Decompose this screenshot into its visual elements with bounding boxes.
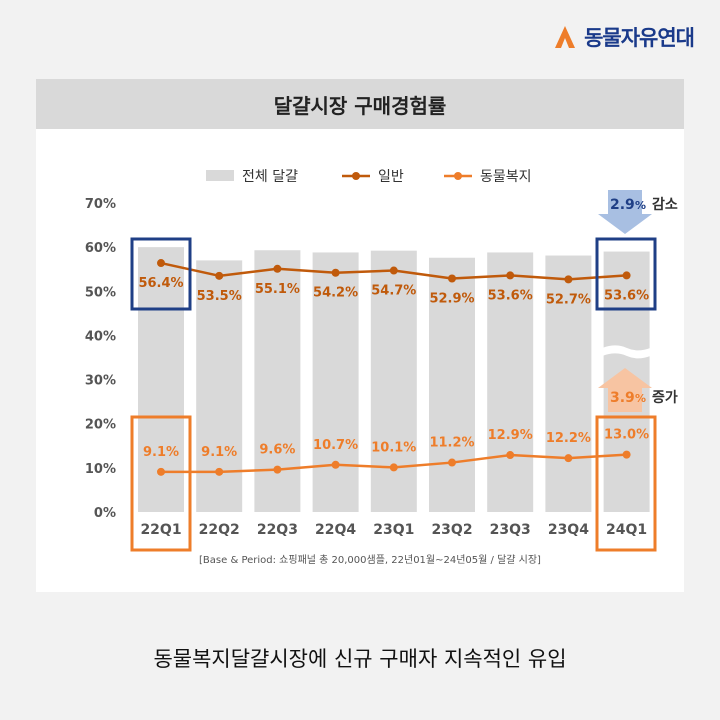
bar-total-23Q2 xyxy=(429,257,475,512)
welfare-point xyxy=(331,460,340,469)
x-tick-label-23Q3: 23Q3 xyxy=(490,522,531,538)
legend-marker-general xyxy=(352,172,360,180)
general-point xyxy=(389,266,398,275)
welfare-point xyxy=(273,465,282,474)
increase-value: 3.9 xyxy=(610,390,635,406)
y-tick-label: 60% xyxy=(85,241,116,256)
general-point xyxy=(622,271,631,280)
welfare-point xyxy=(215,467,224,476)
decrease-label: 감소 xyxy=(652,196,678,213)
y-tick-label: 70% xyxy=(85,197,116,212)
general-data-label: 54.2% xyxy=(313,286,358,301)
brand-name: 동물자유연대 xyxy=(584,26,695,50)
general-data-label: 53.5% xyxy=(197,289,242,304)
welfare-data-label: 12.9% xyxy=(488,428,533,443)
legend-label-total: 전체 달걀 xyxy=(242,169,298,185)
welfare-point xyxy=(157,467,165,476)
welfare-data-label: 13.0% xyxy=(604,428,649,443)
x-tick-label-22Q3: 22Q3 xyxy=(257,522,298,538)
legend-label-general: 일반 xyxy=(378,169,404,185)
general-point xyxy=(157,259,165,268)
welfare-data-label: 12.2% xyxy=(546,431,591,446)
bar-total-23Q4 xyxy=(545,255,592,512)
bar-total-23Q3 xyxy=(487,252,534,512)
source-note: [Base & Period: 쇼핑패널 총 20,000샘플, 22년01월~… xyxy=(199,553,541,566)
x-tick-label-23Q2: 23Q2 xyxy=(431,522,472,538)
increase-label: 증가 xyxy=(652,390,678,406)
general-point xyxy=(273,264,282,273)
chart-title: 달걀시장 구매경험률 xyxy=(36,79,684,129)
y-tick-label: 30% xyxy=(85,374,116,389)
general-point xyxy=(331,268,340,277)
general-data-label: 53.6% xyxy=(604,288,649,303)
purchase-rate-chart: 0% 10% 20% 30% 40% 50% 60% 70% 22Q1 22Q2 22Q3 22Q4 2… xyxy=(85,169,678,566)
x-tick-label-24Q1: 24Q1 xyxy=(606,522,647,538)
welfare-data-label: 9.1% xyxy=(143,445,179,460)
general-data-label: 56.4% xyxy=(138,276,183,291)
x-tick-label-23Q1: 23Q1 xyxy=(373,522,414,538)
brand-mark-icon xyxy=(555,26,576,48)
decrease-arrow-icon xyxy=(598,190,652,234)
general-data-label: 55.1% xyxy=(255,282,300,297)
increase-unit: % xyxy=(635,392,646,405)
welfare-point xyxy=(622,450,631,459)
decrease-value: 2.9 xyxy=(610,197,635,213)
x-tick-label-22Q2: 22Q2 xyxy=(199,522,240,538)
y-tick-label: 50% xyxy=(85,285,116,300)
caption-text: 동물복지달걀시장에 신규 구매자 지속적인 유입 xyxy=(153,647,567,671)
brand-logo: 동물자유연대 xyxy=(552,22,695,52)
welfare-data-label: 11.2% xyxy=(429,436,474,451)
legend-label-welfare: 동물복지 xyxy=(480,169,532,185)
general-point xyxy=(448,274,456,283)
general-point xyxy=(564,275,573,284)
y-tick-label: 40% xyxy=(85,329,116,344)
welfare-data-label: 10.7% xyxy=(313,438,358,453)
x-tick-label-23Q4: 23Q4 xyxy=(548,522,589,538)
welfare-data-label: 10.1% xyxy=(371,440,416,455)
general-data-label: 52.7% xyxy=(546,292,591,307)
welfare-point xyxy=(564,454,573,463)
welfare-point xyxy=(506,451,515,460)
x-tick-label-22Q4: 22Q4 xyxy=(315,522,356,538)
x-tick-label-22Q1: 22Q1 xyxy=(140,522,181,538)
y-tick-label: 0% xyxy=(94,506,116,521)
highlight-general-last xyxy=(595,237,657,311)
legend-marker-welfare xyxy=(454,172,462,180)
general-data-label: 52.9% xyxy=(429,291,474,306)
highlight-general-first xyxy=(130,237,192,311)
welfare-point xyxy=(389,463,398,472)
welfare-data-label: 9.1% xyxy=(201,445,237,460)
decrease-unit: % xyxy=(635,199,646,212)
general-data-label: 54.7% xyxy=(371,284,416,299)
y-tick-label: 20% xyxy=(85,418,116,433)
general-data-label: 53.6% xyxy=(488,288,533,303)
welfare-point xyxy=(448,458,456,467)
legend-swatch-total xyxy=(206,170,234,181)
axis-break-mark xyxy=(602,345,651,359)
y-tick-label: 10% xyxy=(85,462,116,477)
highlight-welfare-first xyxy=(130,415,192,552)
highlight-welfare-last xyxy=(595,415,657,552)
general-point xyxy=(506,271,515,280)
welfare-data-label: 9.6% xyxy=(259,443,295,458)
increase-arrow-icon xyxy=(598,368,652,412)
general-point xyxy=(215,271,224,280)
